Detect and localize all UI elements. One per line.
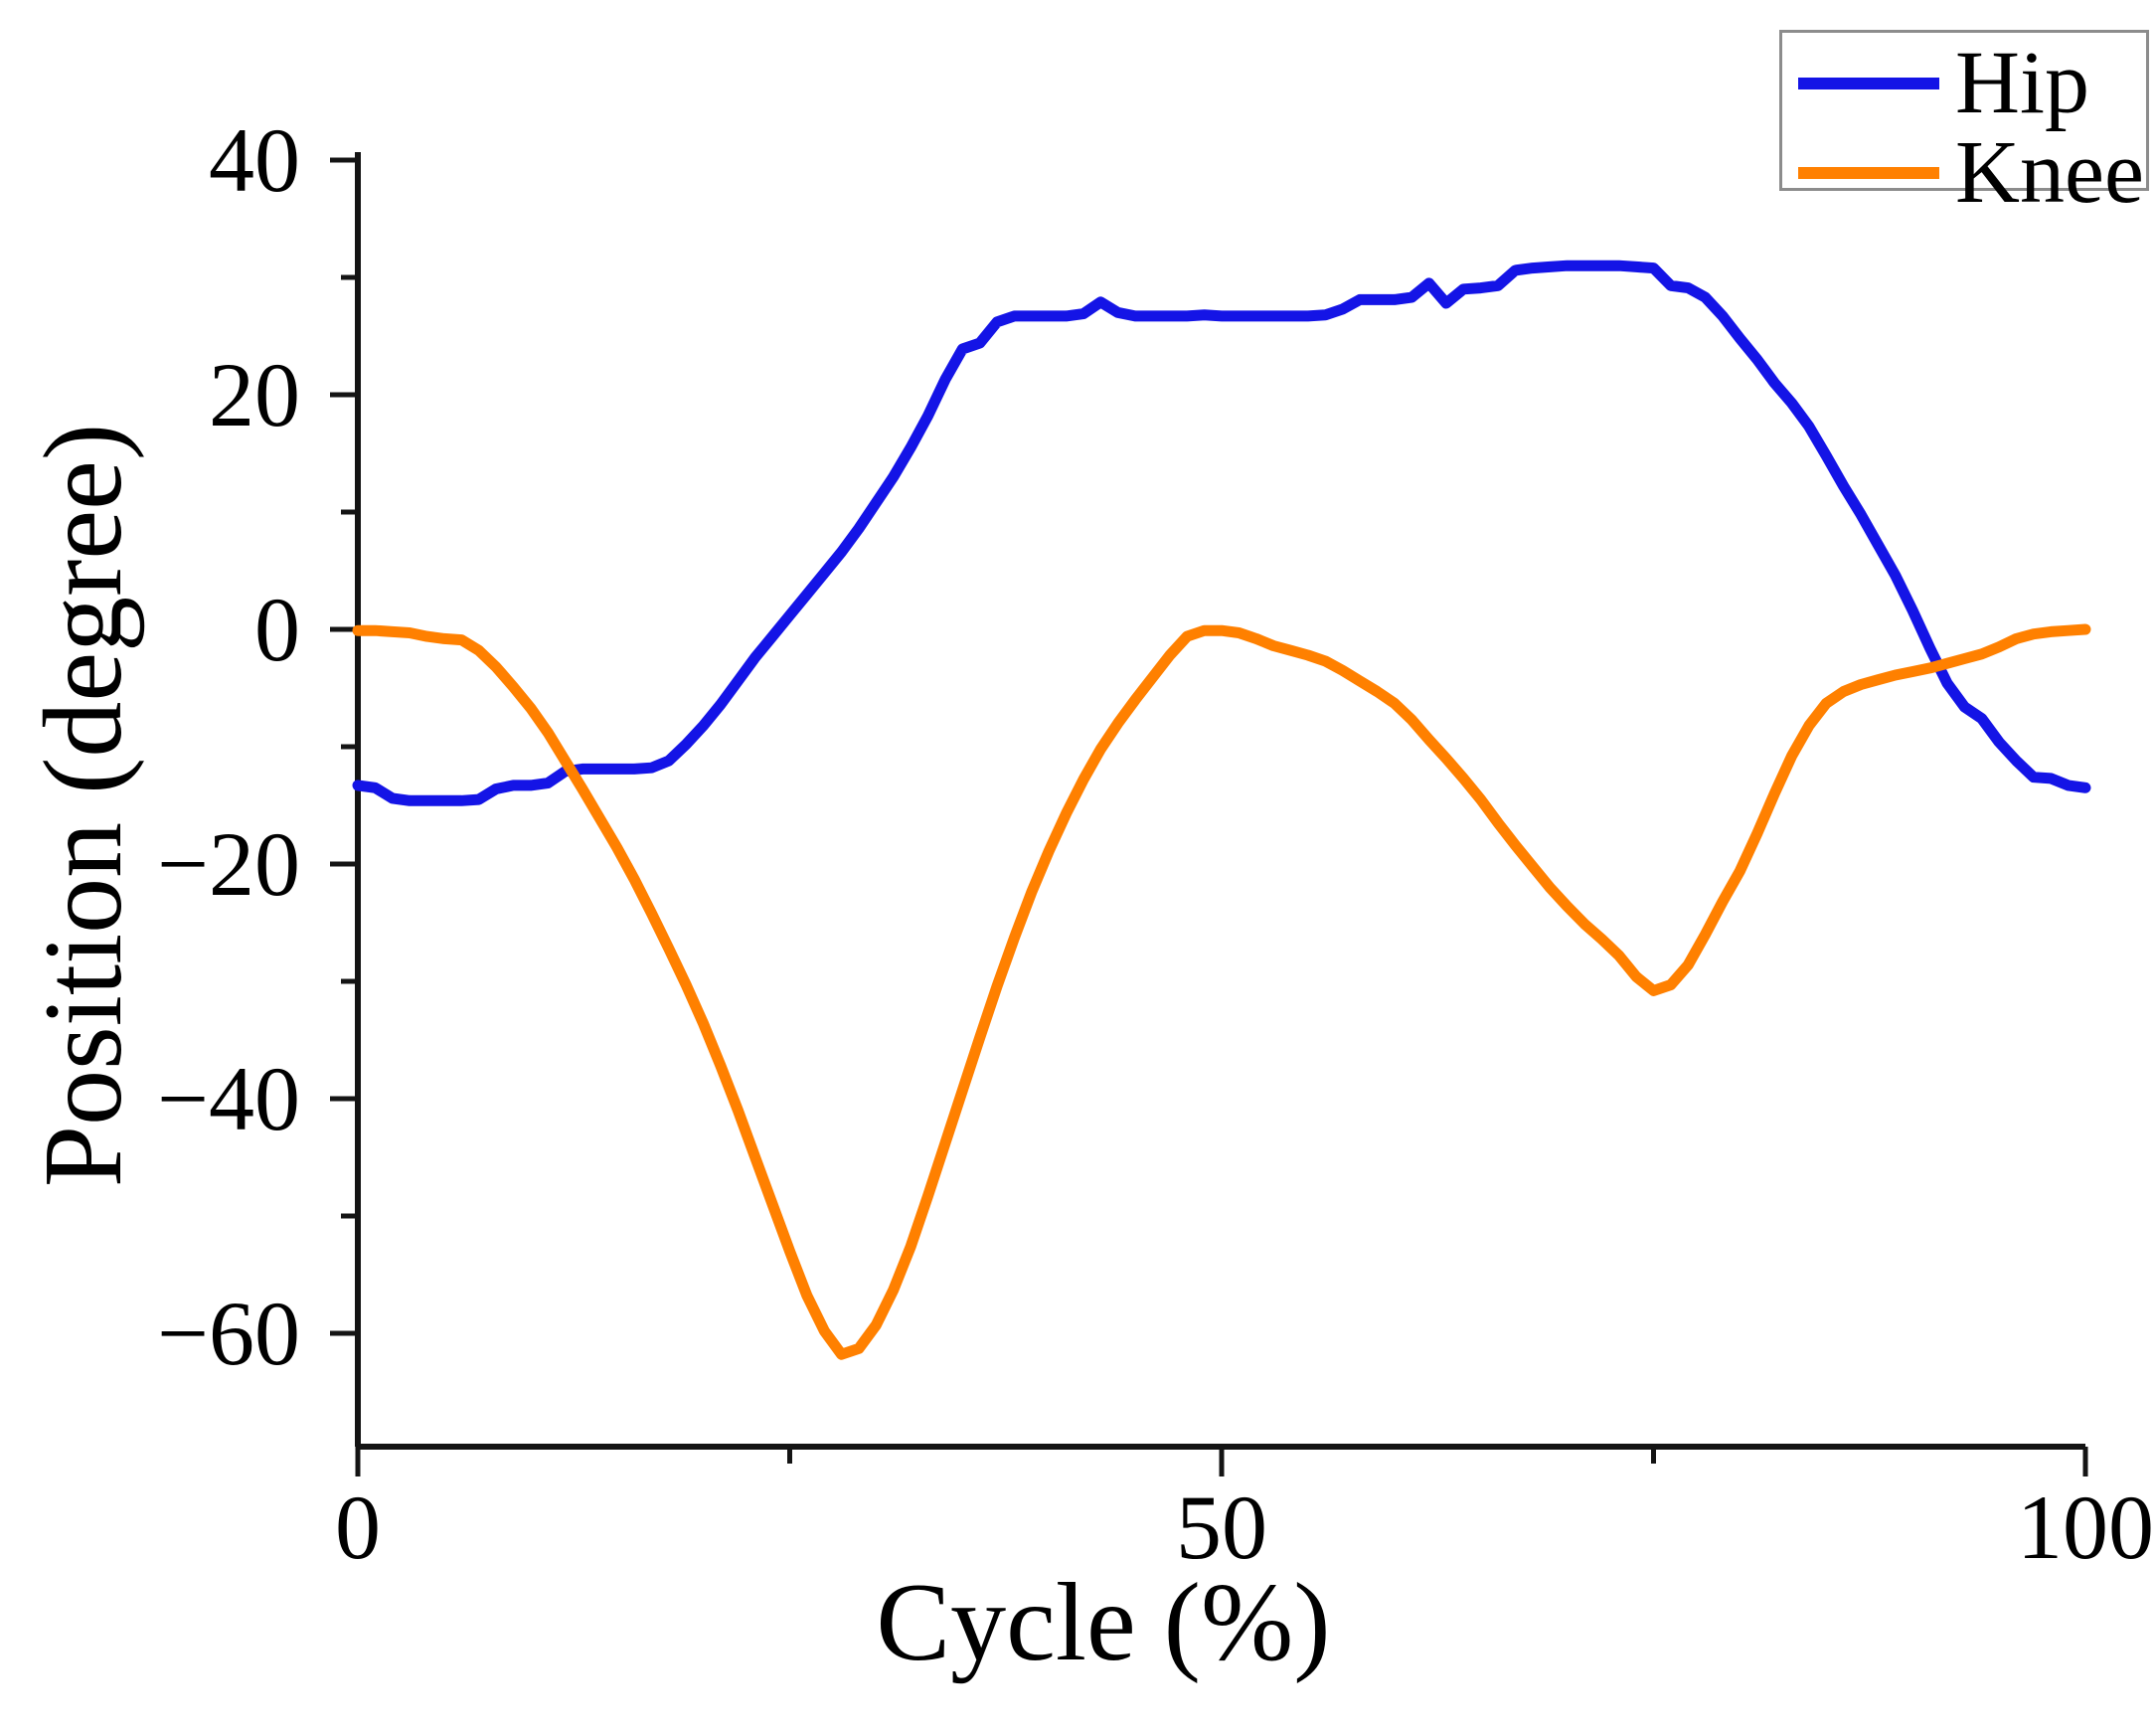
legend-label-knee: Knee <box>1955 123 2144 222</box>
hip-line <box>352 260 2091 806</box>
y-tick-label-20: 20 <box>209 344 300 445</box>
y-tick-label-neg60: −60 <box>157 1283 300 1384</box>
knee-legend-line <box>1798 167 1939 179</box>
legend-item-hip: Hip <box>1798 39 2146 128</box>
y-tick-label-neg40: −40 <box>157 1048 300 1149</box>
legend-label-hip: Hip <box>1955 34 2089 132</box>
y-tick-label-neg20: −20 <box>157 813 300 915</box>
x-tick-label-100: 100 <box>2017 1476 2154 1578</box>
x-tick-label-0: 0 <box>335 1476 381 1578</box>
x-axis-title: Cycle (%) <box>876 1561 1331 1684</box>
y-axis-title: Position (degree) <box>22 423 145 1188</box>
y-tick-label-40: 40 <box>209 109 300 211</box>
legend-item-knee: Knee <box>1798 128 2146 218</box>
y-tick-label-0: 0 <box>254 579 300 680</box>
x-tick-label-50: 50 <box>1176 1476 1267 1578</box>
hip-legend-line <box>1798 78 1939 89</box>
legend: Hip Knee <box>1779 30 2149 218</box>
knee-line <box>352 623 2091 1360</box>
